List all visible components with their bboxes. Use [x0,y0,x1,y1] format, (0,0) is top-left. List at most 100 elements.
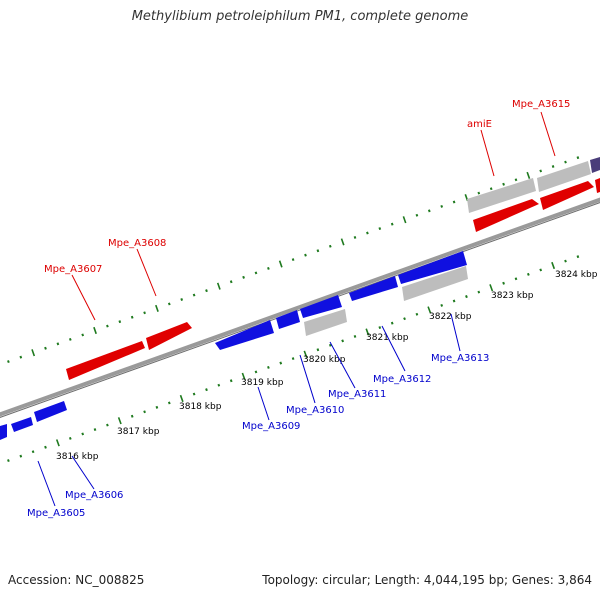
minor-tick [7,360,10,364]
major-tick [303,350,308,358]
gene-arrow-mpe-a3613[interactable] [398,251,467,284]
minor-tick [68,436,72,440]
minor-tick [279,361,283,365]
major-tick [340,238,345,246]
gene-arrow-mpe-a3607[interactable] [66,341,145,380]
minor-tick [180,298,184,301]
gene-label-mpe-a3615[interactable]: Mpe_A3615 [512,99,570,110]
reverse-gene-labels: Mpe_A3605 Mpe_A3606 Mpe_A3609 Mpe_A3610 … [27,353,489,519]
minor-tick [353,334,357,338]
minor-tick [440,303,444,307]
minor-tick [242,275,245,279]
minor-tick [539,268,543,272]
minor-tick [304,253,307,257]
gene-label-amie[interactable]: amiE [467,119,492,130]
gene-arrow-amie[interactable] [473,199,539,232]
gene-arrow-mpe-a3612[interactable] [349,276,398,301]
major-tick [551,261,556,270]
major-tick [402,216,407,224]
gene-label-mpe-a3605[interactable]: Mpe_A3605 [27,508,85,519]
topology-value: circular; [322,573,371,587]
major-tick [179,394,184,403]
kbp-label: 3819 kbp [241,378,284,388]
kbp-label: 3823 kbp [491,291,534,301]
genome-stats: Topology: circular; Length: 4,044,195 bp… [262,573,592,587]
major-tick [31,349,36,357]
minor-tick [576,255,580,259]
minor-tick [514,277,518,281]
kbp-label: 3824 kbp [555,270,598,280]
gene-arrow-mpe-a3609[interactable] [215,320,274,350]
gene-arrow-mpe-a3610[interactable] [276,310,300,329]
gene-label-mpe-a3612[interactable]: Mpe_A3612 [373,374,431,385]
gene-arrow-mpe-a3606-b[interactable] [34,401,67,422]
minor-tick [143,410,146,414]
gene-arrow-mpe-a3611[interactable] [300,295,342,318]
minor-tick [291,357,295,361]
kbp-label: 3820 kbp [303,355,346,365]
minor-tick [539,169,543,173]
minor-tick [316,249,320,253]
major-tick [117,417,122,425]
feature-grey-1[interactable] [467,178,536,213]
gene-label-mpe-a3610[interactable]: Mpe_A3610 [286,405,344,416]
minor-tick [390,321,394,325]
minor-tick [19,454,23,458]
minor-tick [390,222,394,226]
major-tick [427,306,432,314]
gene-arrow-mpe-a3615[interactable] [540,181,594,210]
gene-label-mpe-a3611[interactable]: Mpe_A3611 [328,389,386,400]
gene-label-mpe-a3607[interactable]: Mpe_A3607 [44,264,102,275]
gene-label-mpe-a3608[interactable]: Mpe_A3608 [108,238,166,249]
gene-label-mpe-a3613[interactable]: Mpe_A3613 [431,353,489,364]
gene-label-mpe-a3609[interactable]: Mpe_A3609 [242,421,300,432]
minor-tick [564,259,567,263]
minor-tick [551,165,555,168]
minor-tick [81,432,85,436]
forward-strand-genes [66,178,600,380]
minor-tick [353,235,357,239]
inner-tick-track [7,255,580,463]
minor-tick [267,266,270,270]
accession-value: NC_008825 [75,573,145,587]
topology-label: Topology: [262,573,319,587]
minor-tick [155,405,159,409]
other-features [304,157,600,336]
page-title: Methylibium petroleiphilum PM1, complete… [131,9,469,24]
reverse-strand-genes [0,251,467,440]
minor-tick [192,392,196,396]
minor-tick [452,200,456,204]
minor-tick [7,459,10,463]
minor-tick [526,272,530,276]
minor-tick [452,299,456,303]
gene-arrow-red-edge[interactable] [595,178,600,193]
feature-grey-2[interactable] [537,161,591,192]
gene-arrow-mpe-a3606-a[interactable] [11,417,33,432]
major-tick [365,328,370,336]
minor-tick [291,258,295,262]
feature-dark-1[interactable] [590,157,600,173]
minor-tick [366,231,369,235]
minor-tick [267,365,270,369]
minor-tick [217,383,221,387]
minor-tick [31,450,35,454]
minor-tick [118,320,122,324]
minor-tick [378,227,382,231]
gene-arrow-mpe-a3608[interactable] [146,322,192,350]
kbp-label: 3818 kbp [179,402,222,412]
outer-tick-track [7,156,580,364]
minor-tick [328,244,332,248]
feature-grey-3[interactable] [402,266,468,301]
gene-label-mpe-a3606[interactable]: Mpe_A3606 [65,490,123,501]
minor-tick [465,295,468,299]
gene-arrow-mpe-a3605[interactable] [0,424,7,440]
minor-tick [143,311,146,315]
minor-tick [427,209,431,213]
minor-tick [205,388,208,392]
minor-tick [167,302,171,306]
minor-tick [44,445,47,449]
minor-tick [502,281,505,285]
feature-grey-4[interactable] [304,309,347,336]
